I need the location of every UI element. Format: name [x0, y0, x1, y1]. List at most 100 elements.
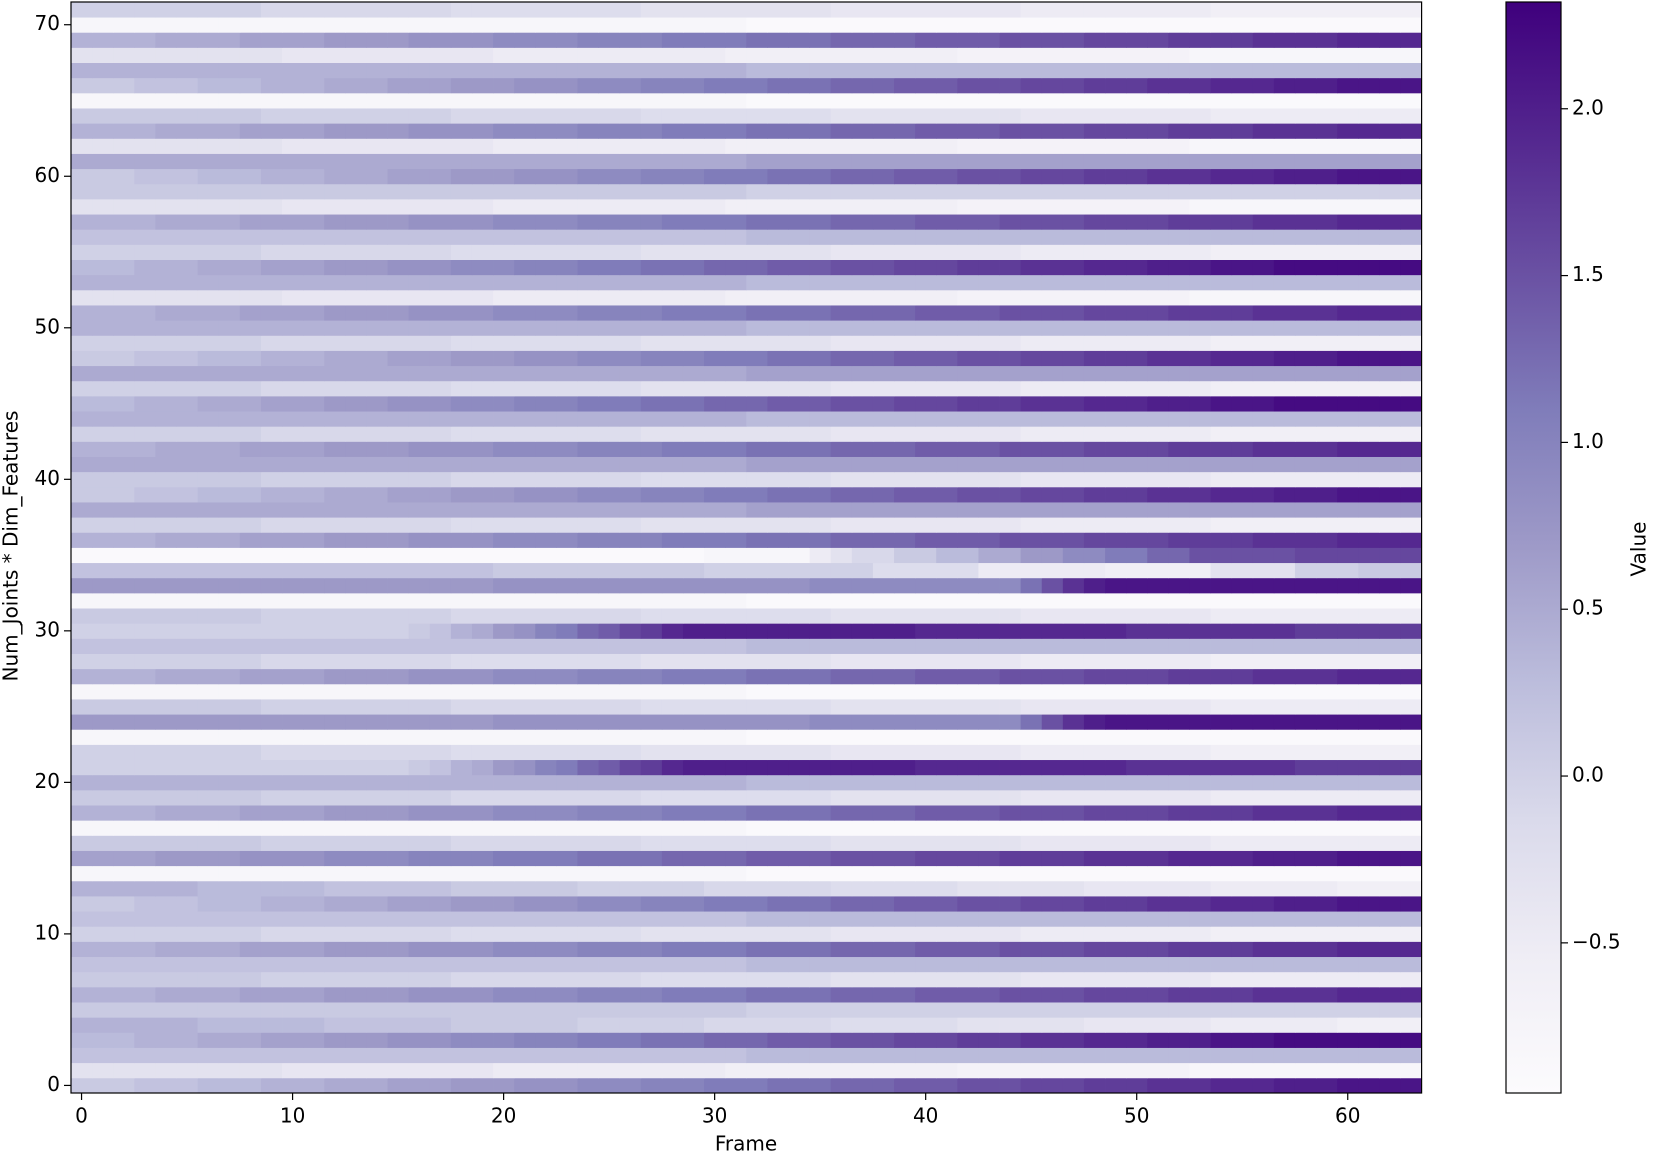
heatmap-cell: [809, 714, 832, 730]
heatmap-cell: [1210, 562, 1233, 579]
heatmap-cell: [640, 805, 663, 821]
heatmap-cell: [197, 744, 220, 761]
heatmap-cell: [556, 183, 578, 200]
heatmap-cell: [957, 1062, 979, 1079]
heatmap-cell: [598, 305, 621, 321]
heatmap-cell: [1252, 880, 1275, 897]
heatmap-cell: [1231, 577, 1254, 594]
heatmap-cell: [872, 441, 895, 457]
heatmap-cell: [366, 62, 388, 79]
heatmap-cell: [408, 608, 431, 624]
heatmap-cell: [471, 653, 494, 670]
heatmap-cell: [682, 153, 705, 170]
heatmap-cell: [303, 517, 325, 533]
heatmap-cell: [619, 805, 642, 821]
heatmap-cell: [1126, 638, 1148, 654]
heatmap-cell: [1105, 244, 1127, 260]
heatmap-cell: [1168, 759, 1190, 776]
heatmap-cell: [1062, 1047, 1085, 1064]
heatmap-cell: [725, 956, 747, 973]
heatmap-cell: [788, 47, 811, 64]
heatmap-cell: [682, 729, 705, 745]
heatmap-cell: [1294, 592, 1317, 609]
heatmap-cell: [1316, 653, 1338, 670]
heatmap-cell: [682, 1077, 705, 1094]
heatmap-cell: [830, 729, 853, 745]
heatmap-cell: [577, 714, 599, 730]
heatmap-cell: [1189, 774, 1211, 791]
heatmap-cell: [1316, 896, 1338, 912]
heatmap-cell: [471, 62, 494, 79]
heatmap-cell: [176, 244, 199, 260]
heatmap-cell: [915, 638, 937, 654]
heatmap-cell: [577, 47, 599, 64]
heatmap-cell: [1083, 592, 1106, 609]
heatmap-cell: [1189, 17, 1211, 33]
heatmap-cell: [788, 880, 811, 897]
heatmap-cell: [851, 638, 874, 654]
heatmap-cell: [830, 683, 853, 700]
heatmap-cell: [1147, 168, 1169, 185]
heatmap-cell: [218, 986, 241, 1003]
heatmap-cell: [92, 759, 114, 776]
heatmap-cell: [1379, 395, 1401, 412]
heatmap-cell: [408, 774, 431, 791]
heatmap-cell: [514, 305, 536, 321]
heatmap-cell: [704, 198, 726, 215]
heatmap-cell: [1379, 350, 1401, 367]
heatmap-cell: [1020, 62, 1043, 79]
heatmap-cell: [1105, 380, 1127, 397]
heatmap-cell: [282, 62, 304, 79]
heatmap-cell: [324, 411, 346, 427]
heatmap-cell: [197, 517, 220, 533]
heatmap-cell: [872, 562, 895, 579]
heatmap-cell: [1400, 1032, 1422, 1048]
heatmap-cell: [408, 759, 431, 776]
heatmap-cell: [1400, 335, 1422, 351]
heatmap-cell: [619, 941, 642, 958]
heatmap-cell: [1337, 1002, 1359, 1018]
heatmap-cell: [872, 926, 895, 942]
heatmap-cell: [1231, 2, 1254, 18]
heatmap-cell: [71, 623, 93, 639]
heatmap-cell: [1168, 214, 1190, 230]
heatmap-cell: [640, 896, 663, 912]
heatmap-cell: [134, 638, 156, 654]
heatmap-cell: [1358, 168, 1380, 185]
heatmap-cell: [999, 532, 1022, 548]
heatmap-cell: [556, 305, 578, 321]
heatmap-cell: [345, 547, 367, 564]
heatmap-cell: [1168, 653, 1190, 670]
heatmap-cell: [978, 183, 1000, 200]
heatmap-cell: [345, 532, 367, 548]
heatmap-cell: [767, 668, 789, 685]
heatmap-cell: [260, 820, 283, 836]
heatmap-cell: [640, 92, 663, 109]
heatmap-cell: [282, 214, 304, 230]
heatmap-cell: [239, 1062, 262, 1079]
heatmap-cell: [514, 592, 536, 609]
heatmap-cell: [1147, 471, 1169, 488]
heatmap-cell: [577, 789, 599, 806]
heatmap-cell: [704, 62, 726, 79]
heatmap-cell: [1062, 608, 1085, 624]
heatmap-cell: [493, 198, 515, 215]
heatmap-cell: [113, 668, 135, 685]
heatmap-cell: [1252, 138, 1275, 154]
heatmap-cell: [514, 335, 536, 351]
heatmap-cell: [978, 2, 1000, 18]
heatmap-cell: [830, 714, 853, 730]
heatmap-cell: [155, 699, 177, 715]
heatmap-cell: [176, 320, 199, 336]
heatmap-cell: [556, 456, 578, 473]
heatmap-cell: [155, 1017, 177, 1033]
heatmap-cell: [619, 411, 642, 427]
heatmap-cell: [176, 1017, 199, 1033]
heatmap-cell: [197, 77, 220, 94]
heatmap-cell: [1126, 774, 1148, 791]
heatmap-cell: [514, 926, 536, 942]
heatmap-cell: [1358, 138, 1380, 154]
heatmap-cell: [1105, 153, 1127, 170]
heatmap-cell: [1083, 198, 1106, 215]
